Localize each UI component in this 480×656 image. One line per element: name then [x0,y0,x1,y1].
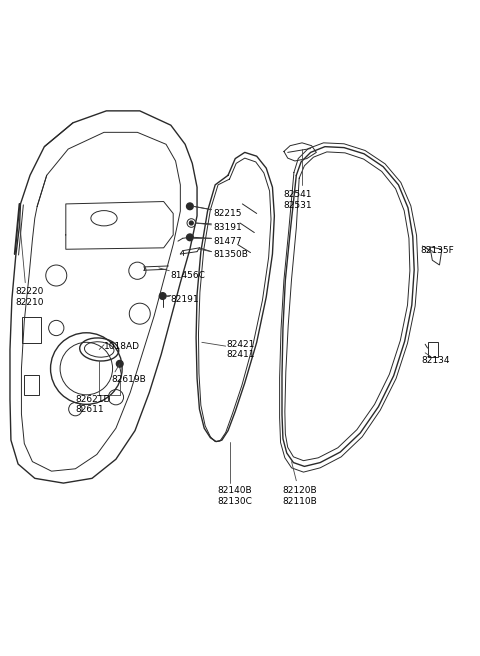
Text: 82120B
82110B: 82120B 82110B [282,486,317,506]
Text: 82134: 82134 [421,356,450,365]
Text: 82619B: 82619B [111,375,146,384]
Text: 83191: 83191 [214,223,242,232]
Bar [23,317,40,343]
Text: 82421
82411: 82421 82411 [227,340,255,359]
Text: 82140B
82130C: 82140B 82130C [217,486,252,506]
Text: 82215: 82215 [214,209,242,218]
Text: 82135F: 82135F [420,246,454,255]
Text: 81350B: 81350B [214,250,249,259]
Bar [428,342,438,357]
Circle shape [187,203,193,210]
Text: 1018AD: 1018AD [104,342,140,351]
Circle shape [116,360,123,367]
Bar [24,375,38,395]
Text: 81477: 81477 [214,237,242,245]
Text: 82621D
82611: 82621D 82611 [75,395,111,414]
Text: 82220
82210: 82220 82210 [16,287,44,307]
Text: 82191: 82191 [171,295,199,304]
Text: 81456C: 81456C [171,271,205,280]
Circle shape [159,293,166,299]
Circle shape [187,234,193,241]
Text: 82541
82531: 82541 82531 [283,190,312,210]
Circle shape [190,221,193,225]
